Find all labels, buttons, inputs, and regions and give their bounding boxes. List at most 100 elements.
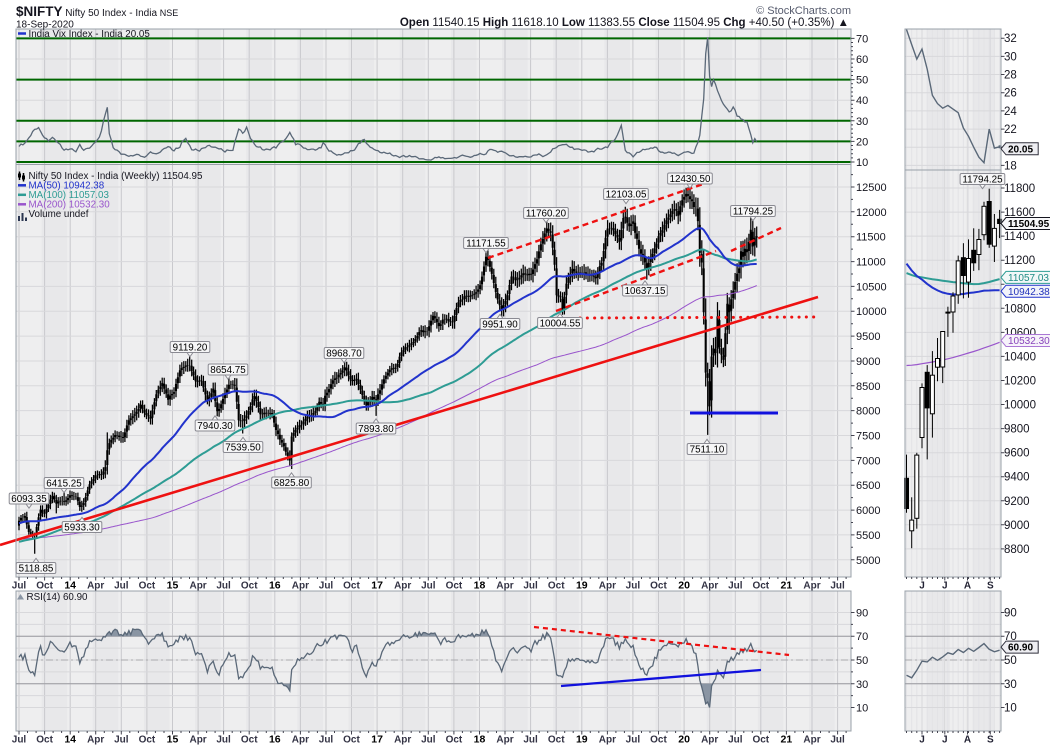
- svg-text:30: 30: [856, 679, 868, 691]
- svg-text:J: J: [919, 581, 925, 592]
- svg-text:10200: 10200: [1004, 376, 1036, 388]
- svg-text:8968.70: 8968.70: [326, 348, 362, 359]
- svg-text:7893.80: 7893.80: [358, 424, 394, 435]
- svg-text:Oct: Oct: [241, 735, 258, 746]
- svg-text:Apr: Apr: [496, 735, 513, 746]
- svg-text:7940.30: 7940.30: [197, 421, 233, 432]
- svg-text:Oct: Oct: [548, 735, 565, 746]
- svg-text:10400: 10400: [1004, 351, 1036, 363]
- svg-text:10000: 10000: [1004, 400, 1036, 412]
- svg-text:6825.80: 6825.80: [274, 478, 310, 489]
- svg-text:Jul: Jul: [421, 581, 436, 592]
- svg-text:Oct: Oct: [241, 581, 258, 592]
- svg-text:9200: 9200: [1004, 496, 1030, 508]
- svg-text:10800: 10800: [1004, 303, 1036, 315]
- svg-text:S: S: [987, 581, 994, 592]
- svg-text:Oct: Oct: [446, 735, 463, 746]
- svg-text:20: 20: [678, 580, 690, 592]
- svg-text:Nifty 50 Index - India (Weekly: Nifty 50 Index - India (Weekly) 11504.95: [29, 171, 203, 182]
- svg-text:5933.30: 5933.30: [64, 522, 100, 533]
- svg-text:28: 28: [1004, 70, 1017, 82]
- svg-text:70: 70: [856, 631, 868, 643]
- svg-text:60.90: 60.90: [1008, 643, 1033, 654]
- svg-text:60: 60: [856, 54, 868, 66]
- svg-text:$NIFTY Nifty 50 Index - India: $NIFTY Nifty 50 Index - India NSE: [16, 4, 178, 19]
- svg-text:20.05: 20.05: [1008, 144, 1033, 155]
- svg-text:8000: 8000: [856, 406, 880, 418]
- svg-text:Jul: Jul: [12, 581, 27, 592]
- svg-text:Oct: Oct: [650, 735, 667, 746]
- svg-text:5500: 5500: [856, 530, 880, 542]
- svg-text:5118.85: 5118.85: [19, 563, 54, 574]
- svg-text:Oct: Oct: [752, 735, 769, 746]
- svg-text:RSI(14) 60.90: RSI(14) 60.90: [27, 592, 89, 603]
- svg-text:10: 10: [856, 157, 868, 169]
- svg-text:Apr: Apr: [394, 735, 411, 746]
- svg-text:90: 90: [1004, 608, 1017, 620]
- svg-text:© StockCharts.com: © StockCharts.com: [756, 5, 851, 17]
- svg-text:11057.03: 11057.03: [1008, 273, 1049, 284]
- svg-text:10000: 10000: [856, 306, 887, 318]
- svg-text:9800: 9800: [1004, 424, 1030, 436]
- svg-text:Oct: Oct: [139, 581, 156, 592]
- svg-text:11000: 11000: [856, 257, 886, 269]
- svg-text:9951.90: 9951.90: [482, 319, 518, 330]
- svg-text:9119.20: 9119.20: [173, 342, 208, 353]
- svg-text:10532.30: 10532.30: [1008, 336, 1050, 347]
- svg-text:Apr: Apr: [803, 735, 820, 746]
- svg-text:6415.25: 6415.25: [46, 478, 82, 489]
- svg-text:21: 21: [781, 734, 793, 746]
- svg-text:Jul: Jul: [12, 735, 27, 746]
- svg-text:10: 10: [1004, 703, 1017, 715]
- svg-text:Oct: Oct: [139, 735, 156, 746]
- svg-text:11600: 11600: [1004, 207, 1035, 219]
- svg-text:Apr: Apr: [701, 581, 718, 592]
- svg-text:Apr: Apr: [394, 581, 411, 592]
- svg-text:Oct: Oct: [36, 735, 53, 746]
- svg-text:S: S: [987, 735, 994, 746]
- svg-text:17: 17: [371, 580, 383, 592]
- svg-text:18: 18: [474, 734, 486, 746]
- svg-text:A: A: [964, 581, 971, 592]
- svg-text:Jul: Jul: [523, 735, 538, 746]
- svg-text:Jul: Jul: [319, 735, 334, 746]
- svg-text:Jul: Jul: [626, 735, 641, 746]
- svg-text:50: 50: [1004, 655, 1017, 667]
- svg-text:12103.05: 12103.05: [606, 189, 647, 200]
- svg-text:11794.25: 11794.25: [962, 174, 1003, 185]
- svg-text:Jul: Jul: [216, 735, 231, 746]
- svg-text:Volume undef: Volume undef: [29, 209, 89, 220]
- svg-text:18-Sep-2020: 18-Sep-2020: [16, 20, 74, 31]
- svg-text:Jul: Jul: [830, 581, 845, 592]
- svg-text:20: 20: [678, 734, 690, 746]
- svg-text:A: A: [964, 735, 971, 746]
- svg-text:40: 40: [856, 95, 868, 107]
- svg-text:11200: 11200: [1004, 255, 1035, 267]
- svg-text:50: 50: [856, 75, 868, 87]
- svg-text:8800: 8800: [1004, 544, 1030, 556]
- svg-text:11504.95: 11504.95: [1008, 219, 1050, 230]
- svg-text:7500: 7500: [856, 431, 880, 443]
- svg-text:Apr: Apr: [701, 735, 718, 746]
- svg-text:11500: 11500: [856, 232, 886, 244]
- svg-text:Jul: Jul: [728, 581, 743, 592]
- svg-text:18: 18: [474, 580, 486, 592]
- svg-text:MA(100) 11057.03: MA(100) 11057.03: [29, 190, 110, 201]
- svg-text:15: 15: [167, 580, 179, 592]
- svg-text:Oct: Oct: [548, 581, 565, 592]
- svg-text:11800: 11800: [1004, 183, 1035, 195]
- svg-text:30: 30: [1004, 679, 1017, 691]
- svg-text:11171.55: 11171.55: [466, 238, 506, 249]
- svg-text:70: 70: [1004, 631, 1017, 643]
- svg-text:Oct: Oct: [650, 581, 667, 592]
- svg-text:8654.75: 8654.75: [210, 365, 246, 376]
- svg-text:24: 24: [1004, 106, 1017, 118]
- svg-text:9500: 9500: [856, 331, 880, 343]
- svg-text:7000: 7000: [856, 455, 880, 467]
- svg-text:18: 18: [1004, 160, 1017, 172]
- svg-text:10942.38: 10942.38: [1008, 287, 1050, 298]
- svg-text:Jul: Jul: [319, 581, 334, 592]
- svg-text:90: 90: [856, 608, 868, 620]
- svg-text:J: J: [919, 735, 925, 746]
- svg-text:Jul: Jul: [216, 581, 231, 592]
